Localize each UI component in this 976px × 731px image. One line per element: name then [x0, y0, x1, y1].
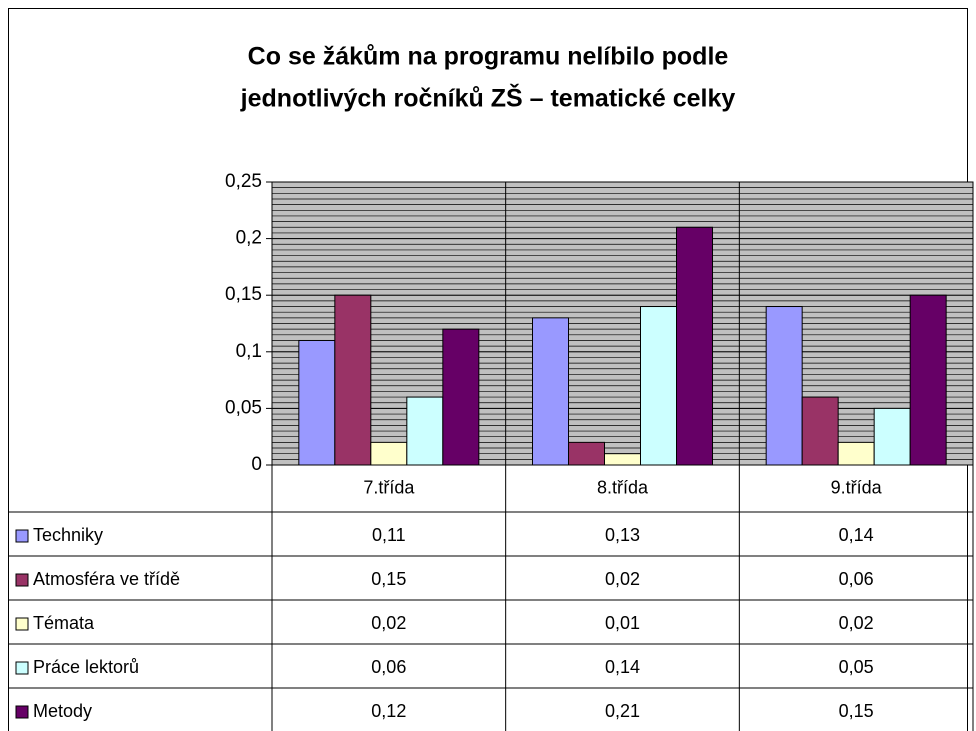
legend-label: Techniky: [33, 525, 103, 545]
data-label: 0,12: [371, 701, 406, 721]
y-tick-label: 0,15: [225, 284, 262, 305]
data-label: 0,06: [371, 657, 406, 677]
bar: [370, 441, 408, 466]
data-label: 0,13: [605, 525, 640, 545]
legend-label: Atmosféra ve třídě: [33, 569, 180, 589]
x-tick-label: 9.třída: [831, 477, 883, 497]
data-label: 0,06: [839, 569, 874, 589]
data-label: 0,01: [605, 613, 640, 633]
bar: [442, 328, 480, 466]
bar: [801, 396, 839, 466]
data-label: 0,15: [839, 701, 874, 721]
legend-label: Práce lektorů: [33, 657, 139, 677]
x-tick-label: 8.třída: [597, 477, 649, 497]
y-tick-label: 0,25: [225, 171, 262, 192]
bar: [873, 407, 911, 466]
bar: [640, 306, 677, 466]
data-label: 0,05: [839, 657, 874, 677]
bar: [604, 453, 641, 466]
data-label: 0,02: [371, 613, 406, 633]
bar: [676, 226, 713, 466]
legend-label: Témata: [33, 613, 95, 633]
bar: [334, 294, 372, 466]
y-tick-label: 0: [251, 454, 262, 475]
data-label: 0,02: [839, 613, 874, 633]
legend-key: [15, 705, 29, 719]
y-tick-label: 0,2: [236, 228, 262, 249]
x-tick-label: 7.třída: [363, 477, 415, 497]
bar: [406, 396, 444, 466]
legend-key: [15, 617, 29, 631]
data-label: 0,11: [372, 525, 406, 545]
bar: [568, 441, 605, 466]
bar: [765, 306, 803, 466]
data-label: 0,21: [605, 701, 640, 721]
legend-key: [15, 529, 29, 543]
data-label: 0,14: [839, 525, 874, 545]
bar: [298, 339, 336, 466]
data-label: 0,14: [605, 657, 640, 677]
chart-title: Co se žákům na programu nelíbilo podle: [248, 43, 729, 71]
y-tick-label: 0,05: [225, 397, 262, 418]
data-label: 0,02: [605, 569, 640, 589]
bar: [532, 317, 569, 466]
bar: [909, 294, 947, 466]
legend-label: Metody: [33, 701, 92, 721]
bar: [837, 441, 875, 466]
y-tick-label: 0,1: [236, 341, 262, 362]
legend-key: [15, 573, 29, 587]
data-label: 0,15: [371, 569, 406, 589]
chart-title: jednotlivých ročníků ZŠ – tematické celk…: [240, 83, 736, 113]
legend-key: [15, 661, 29, 675]
